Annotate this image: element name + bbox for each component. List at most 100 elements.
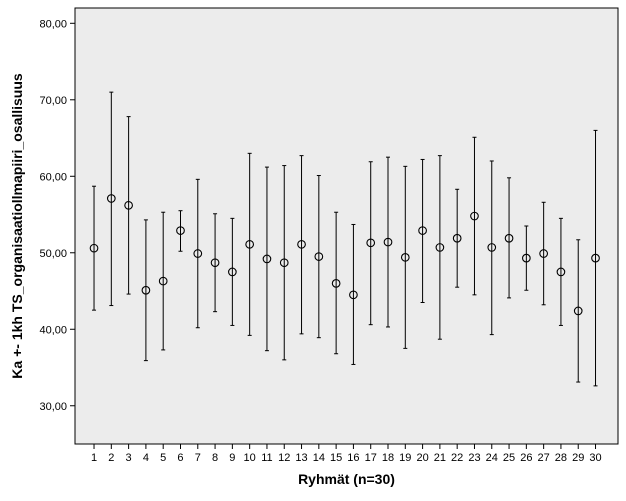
mean-point — [158, 276, 168, 286]
x-tick-label: 25 — [503, 452, 515, 464]
x-axis-ticks: 1 2 3 4 5 6 7 8 9 10 11 12 13 14 15 16 17 18 19 20 21 22 23 24 2… — [91, 444, 602, 464]
error-bar — [334, 211, 339, 355]
x-tick-label: 13 — [295, 452, 307, 464]
x-tick-label: 12 — [278, 452, 290, 464]
y-tick-label: 40,00 — [39, 324, 67, 336]
mean-point — [435, 243, 445, 252]
error-bar — [143, 219, 148, 362]
y-axis-title: Ka +- 1kh TS_organisaatiollmapiiri_osall… — [9, 73, 25, 379]
error-bar — [299, 155, 304, 335]
error-bar — [264, 166, 269, 352]
x-tick-label: 5 — [160, 452, 166, 464]
x-tick-label: 26 — [520, 452, 532, 464]
mean-point — [193, 249, 203, 258]
y-tick-label: 80,00 — [39, 18, 67, 30]
error-bar — [524, 225, 529, 291]
x-tick-label: 11 — [261, 452, 272, 464]
x-tick-label: 15 — [330, 452, 342, 464]
error-bar — [541, 201, 546, 306]
mean-point — [504, 233, 514, 243]
error-bar — [126, 116, 131, 295]
mean-point — [521, 253, 531, 263]
mean-point — [314, 252, 324, 261]
error-bar — [437, 155, 442, 340]
mean-point — [366, 238, 376, 248]
x-tick-label: 21 — [434, 452, 446, 464]
error-bars — [92, 91, 598, 387]
x-tick-label: 1 — [91, 452, 97, 464]
error-bar — [403, 165, 408, 349]
x-tick-label: 17 — [365, 452, 377, 464]
y-tick-label: 50,00 — [39, 248, 67, 260]
y-tick-label: 70,00 — [39, 95, 67, 107]
x-tick-label: 10 — [244, 452, 256, 464]
y-tick-label: 60,00 — [39, 171, 67, 183]
mean-point — [400, 253, 410, 262]
x-tick-label: 20 — [416, 452, 428, 464]
error-bar — [386, 156, 391, 328]
x-axis-title: Ryhmät (n=30) — [298, 471, 395, 487]
error-bar — [213, 213, 218, 313]
error-bar — [282, 165, 287, 361]
error-bar — [247, 152, 252, 336]
mean-point — [470, 211, 479, 221]
mean-point — [418, 226, 427, 235]
error-bar — [576, 239, 581, 383]
mean-point — [487, 243, 497, 252]
x-tick-label: 6 — [177, 452, 183, 464]
x-tick-label: 4 — [143, 452, 149, 464]
error-bar — [351, 223, 356, 365]
error-bar — [109, 91, 114, 307]
x-tick-label: 28 — [555, 452, 567, 464]
y-tick-label: 30,00 — [39, 401, 67, 413]
error-bar — [507, 177, 512, 299]
mean-point — [383, 237, 393, 247]
x-tick-label: 18 — [382, 452, 394, 464]
y-axis-ticks: 30,00 40,00 50,00 60,00 70,00 80,00 — [39, 18, 75, 413]
x-tick-label: 2 — [108, 452, 114, 464]
error-bar — [230, 217, 235, 326]
x-tick-label: 19 — [399, 452, 411, 464]
x-tick-label: 9 — [229, 452, 235, 464]
x-tick-label: 22 — [451, 452, 463, 464]
error-bar — [195, 178, 200, 329]
mean-point — [349, 290, 358, 300]
error-bar — [455, 188, 460, 288]
x-tick-label: 14 — [313, 452, 325, 464]
x-tick-label: 16 — [347, 452, 359, 464]
mean-point — [297, 240, 306, 249]
error-bar — [593, 129, 598, 387]
error-bar — [161, 211, 166, 351]
error-bar — [489, 160, 494, 336]
mean-point — [89, 243, 99, 253]
x-tick-label: 3 — [126, 452, 132, 464]
mean-point — [228, 267, 237, 277]
mean-point — [556, 267, 566, 277]
mean-point — [539, 249, 548, 258]
mean-point — [141, 285, 151, 295]
mean-point — [106, 194, 116, 203]
error-bar — [368, 161, 373, 326]
x-tick-label: 30 — [589, 452, 601, 464]
x-tick-label: 7 — [195, 452, 201, 464]
x-tick-label: 8 — [212, 452, 218, 464]
error-bar — [472, 136, 477, 296]
error-bar — [178, 210, 183, 252]
mean-point — [176, 226, 185, 235]
mean-point — [210, 258, 220, 268]
mean-point — [591, 253, 600, 263]
mean-point — [262, 254, 272, 264]
x-tick-label: 24 — [486, 452, 498, 464]
mean-point — [452, 233, 462, 243]
error-bar — [92, 185, 97, 311]
mean-markers — [89, 194, 600, 316]
mean-point — [245, 240, 255, 249]
error-bar — [420, 158, 425, 303]
x-tick-label: 23 — [468, 452, 480, 464]
mean-point — [331, 279, 341, 288]
mean-point — [279, 258, 289, 268]
mean-point — [124, 200, 133, 210]
mean-point — [573, 306, 583, 316]
